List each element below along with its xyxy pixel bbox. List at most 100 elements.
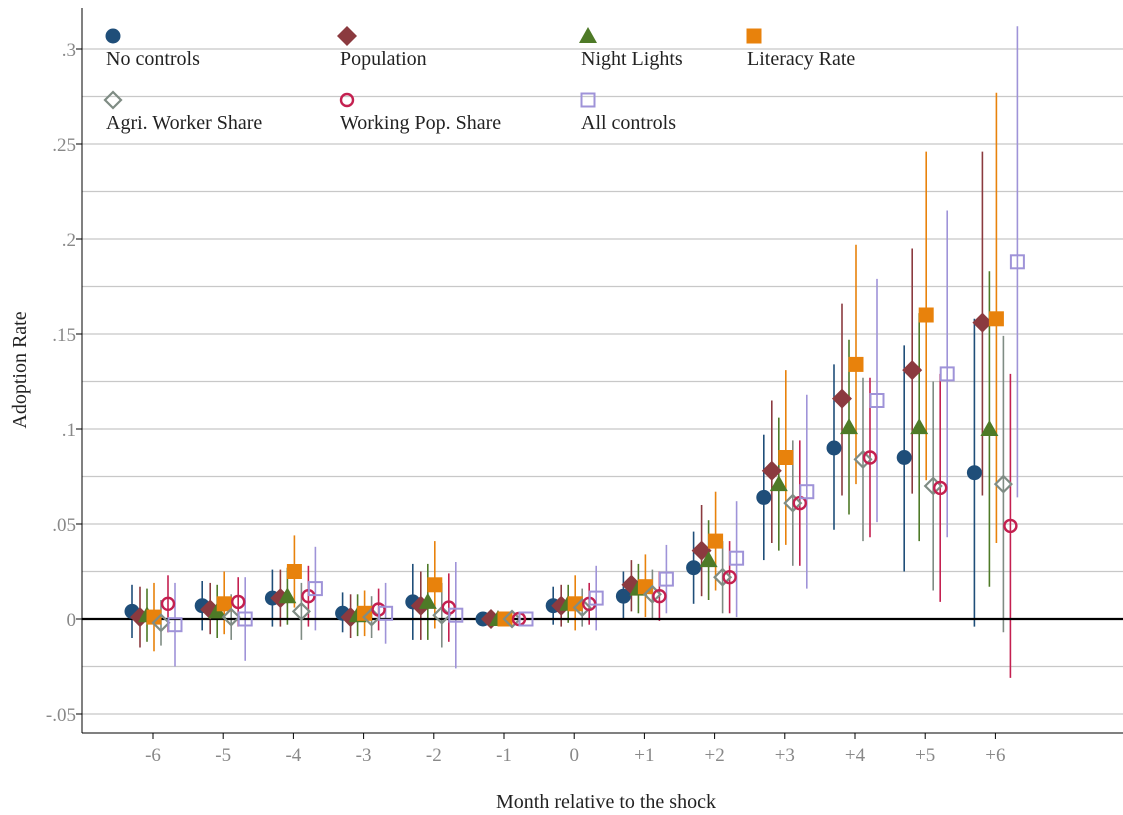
- legend-label-agri-worker-share: Agri. Worker Share: [106, 112, 262, 134]
- y-tick-label: .2: [62, 230, 76, 251]
- point-all-controls: [658, 571, 674, 587]
- point-night-lights: [980, 420, 999, 436]
- point-night-lights: [769, 475, 788, 492]
- y-tick-label: -.05: [46, 705, 76, 726]
- point-all-controls: [1009, 254, 1025, 270]
- y-tick-label: .15: [52, 325, 76, 346]
- point-literacy-rate: [357, 605, 373, 621]
- x-tick-label: -1: [496, 745, 512, 766]
- legend-marker-literacy-rate: [746, 28, 762, 44]
- point-agri-worker-share: [502, 609, 522, 629]
- point-night-lights: [418, 592, 437, 609]
- legend-marker-working-pop-share: [339, 92, 355, 108]
- y-tick-label: 0: [67, 610, 77, 631]
- x-axis-ticks: -6 -5 -4 -3 -2 -1 0 +1 +2 +3 +4 +5 +6: [145, 733, 1006, 766]
- y-axis-label: Adoption Rate: [9, 311, 31, 428]
- legend-label-literacy-rate: Literacy Rate: [747, 48, 855, 70]
- point-night-lights: [840, 418, 858, 435]
- point-literacy-rate: [216, 596, 232, 612]
- point-all-controls: [307, 581, 323, 597]
- point-night-lights: [278, 587, 297, 604]
- confidence-intervals: [131, 26, 1019, 678]
- legend-marker-population: [337, 26, 357, 46]
- point-night-lights: [699, 551, 718, 568]
- point-all-controls: [237, 611, 253, 627]
- x-tick-label: +3: [775, 745, 795, 766]
- x-tick-label: +2: [704, 745, 724, 766]
- point-population: [832, 388, 852, 409]
- point-agri-worker-share: [151, 613, 171, 633]
- point-all-controls: [869, 393, 885, 408]
- point-working-pop-share: [230, 594, 246, 610]
- axes: [81, 8, 1123, 734]
- point-all-controls: [799, 484, 815, 500]
- x-tick-label: -2: [426, 745, 442, 766]
- x-tick-label: -3: [356, 745, 372, 766]
- x-tick-label: -4: [285, 745, 301, 766]
- point-all-controls: [448, 607, 464, 623]
- y-tick-label: .1: [62, 420, 76, 441]
- point-literacy-rate: [918, 307, 934, 323]
- x-tick-label: +4: [845, 745, 866, 766]
- point-agri-worker-share: [783, 493, 803, 513]
- legend-label-working-pop-share: Working Pop. Share: [340, 112, 501, 134]
- point-working-pop-share: [862, 450, 878, 465]
- legend-label-night-lights: Night Lights: [581, 48, 683, 70]
- point-population: [761, 460, 782, 481]
- point-population: [902, 360, 923, 381]
- point-working-pop-share: [160, 596, 176, 611]
- legend-label-all-controls: All controls: [581, 112, 676, 134]
- point-all-controls: [729, 550, 745, 566]
- legend: No controls Population Night Lights Literac…: [103, 26, 855, 134]
- point-no-controls: [966, 465, 982, 481]
- point-all-controls: [167, 617, 183, 633]
- point-agri-worker-share: [572, 598, 592, 618]
- point-night-lights: [910, 418, 929, 435]
- point-literacy-rate: [146, 609, 162, 625]
- point-all-controls: [378, 605, 394, 621]
- point-working-pop-share: [722, 570, 737, 585]
- point-literacy-rate: [848, 356, 864, 372]
- x-tick-label: -5: [215, 745, 231, 766]
- point-agri-worker-share: [853, 449, 873, 469]
- legend-marker-night-lights: [579, 27, 597, 43]
- x-tick-label: +1: [634, 745, 654, 766]
- x-tick-label: +5: [915, 745, 935, 766]
- legend-label-population: Population: [340, 48, 427, 70]
- point-literacy-rate: [427, 577, 443, 593]
- legend-marker-all-controls: [580, 92, 596, 108]
- legend-label-no-controls: No controls: [106, 48, 200, 70]
- point-literacy-rate: [286, 564, 302, 579]
- point-estimates: [124, 254, 1025, 633]
- point-literacy-rate: [988, 311, 1004, 327]
- point-agri-worker-share: [993, 474, 1013, 494]
- point-all-controls: [518, 611, 534, 627]
- legend-marker-agri-worker-share: [103, 90, 123, 110]
- point-working-pop-share: [1003, 518, 1018, 534]
- point-working-pop-share: [933, 480, 948, 496]
- point-no-controls: [615, 588, 631, 604]
- point-no-controls: [756, 489, 772, 505]
- y-tick-label: .3: [62, 40, 76, 61]
- point-agri-worker-share: [291, 601, 311, 621]
- gridlines: [82, 48, 1123, 715]
- x-tick-label: +6: [985, 745, 1005, 766]
- y-axis-ticks: .3 .25 .2 .15 .1 .05 0 -.05: [46, 40, 82, 726]
- point-all-controls: [939, 366, 955, 382]
- y-tick-label: .25: [52, 135, 76, 156]
- point-literacy-rate: [708, 533, 724, 549]
- x-axis-label: Month relative to the shock: [496, 791, 716, 813]
- point-all-controls: [588, 590, 604, 606]
- point-no-controls: [686, 560, 702, 576]
- point-no-controls: [826, 440, 842, 456]
- point-population: [972, 312, 993, 333]
- point-agri-worker-share: [713, 567, 733, 587]
- point-literacy-rate: [567, 596, 583, 612]
- point-literacy-rate: [778, 450, 794, 465]
- x-tick-label: -6: [145, 745, 161, 766]
- legend-marker-no-controls: [105, 28, 121, 44]
- point-agri-worker-share: [221, 607, 241, 627]
- x-tick-label: 0: [569, 745, 579, 766]
- y-tick-label: .05: [52, 515, 76, 536]
